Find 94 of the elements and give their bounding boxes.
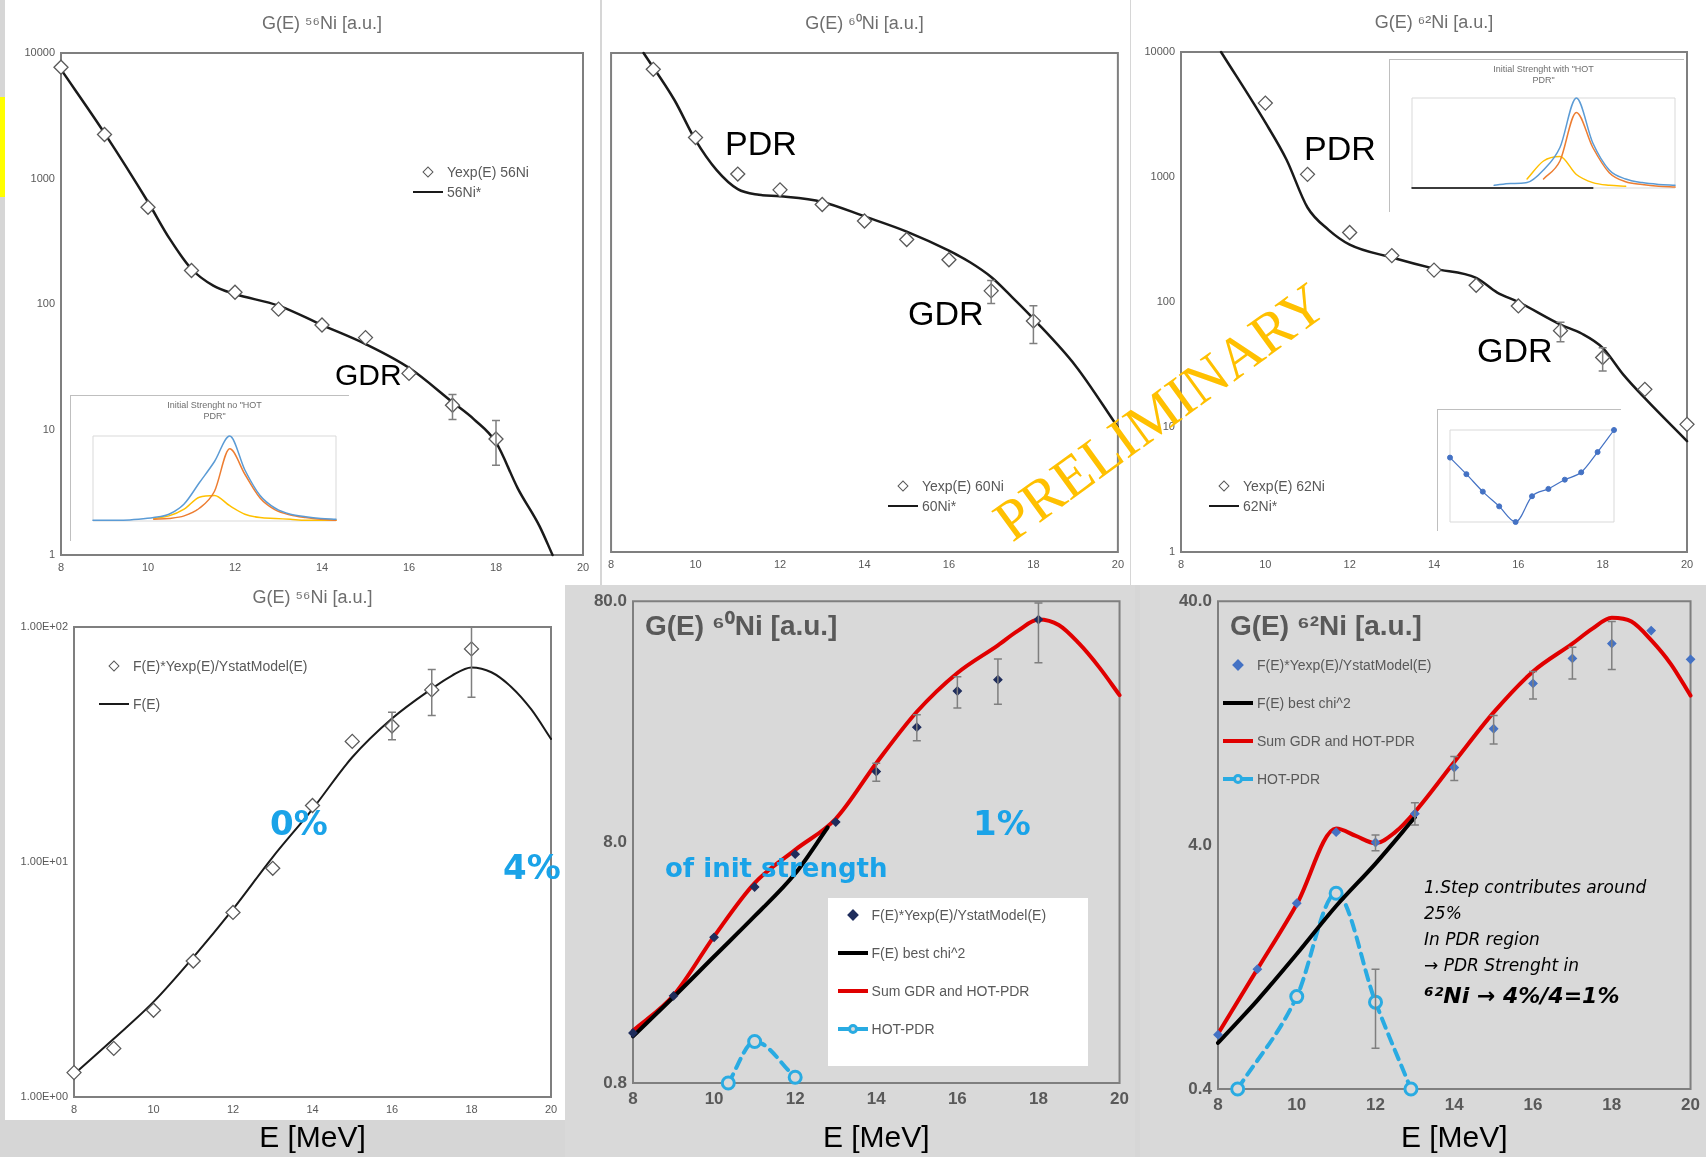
x-tick-label: 14: [866, 1088, 887, 1108]
x-tick-label: 16: [947, 1088, 967, 1108]
x-axis-title: E [MeV]: [259, 1120, 366, 1154]
legend-label: F(E): [133, 695, 161, 713]
annotation: GDR: [1477, 331, 1553, 370]
chart-title: G(E) ⁶⁰Ni [a.u.]: [805, 12, 924, 33]
x-tick-label: 8: [1213, 1094, 1223, 1114]
legend-label: HOT-PDR: [871, 1020, 935, 1038]
x-tick-label: 12: [1366, 1094, 1385, 1114]
annotation: ⁶²Ni → 4%/4=1%: [1424, 983, 1620, 1008]
x-tick-label: 18: [1596, 557, 1609, 570]
x-tick-label: 20: [544, 1102, 558, 1115]
x-tick-label: 10: [147, 1102, 160, 1115]
x-tick-label: 12: [226, 1102, 240, 1115]
y-tick-label: 1: [1168, 545, 1175, 558]
y-tick-label: 1: [48, 548, 55, 561]
chart-title: G(E) ⁶²Ni [a.u.]: [1230, 609, 1422, 641]
x-tick-label: 10: [689, 557, 702, 570]
legend-label: F(E)*Yexp(E)/YstatModel(E): [133, 657, 308, 675]
x-tick-label: 16: [402, 560, 416, 573]
y-tick-label: 4.0: [1188, 834, 1212, 854]
annotation: PDR: [1304, 129, 1376, 168]
legend-label: 56Ni*: [447, 183, 482, 201]
x-tick-label: 8: [57, 560, 65, 573]
legend-label: 60Ni*: [921, 497, 957, 515]
legend-label: F(E) best chi^2: [1257, 694, 1351, 713]
y-tick-label: 80.0: [593, 590, 627, 610]
x-tick-label: 12: [773, 557, 787, 570]
annotation: 1%: [973, 803, 1031, 843]
x-tick-label: 8: [70, 1102, 78, 1115]
annotation: 1.Step contributes around: [1424, 877, 1647, 897]
x-tick-label: 18: [1028, 1088, 1048, 1108]
y-tick-label: 1.00E+01: [20, 855, 68, 868]
x-tick-label: 10: [1287, 1094, 1307, 1114]
y-tick-label: 8.0: [603, 831, 627, 851]
x-tick-label: 20: [576, 560, 590, 573]
y-tick-label: 0.4: [1188, 1078, 1213, 1098]
x-axis-title: E [MeV]: [822, 1120, 930, 1154]
annotation: GDR: [908, 294, 984, 333]
annotation: In PDR region: [1424, 929, 1540, 949]
x-tick-label: 16: [1523, 1094, 1543, 1114]
annotation: 25%: [1424, 903, 1462, 923]
y-tick-label: 0.8: [603, 1072, 627, 1092]
y-tick-label: 1.00E+02: [20, 620, 68, 633]
x-tick-label: 20: [1680, 557, 1694, 570]
y-tick-label: 10000: [24, 46, 55, 59]
x-tick-label: 18: [465, 1102, 478, 1115]
x-tick-label: 14: [1427, 557, 1441, 570]
x-tick-label: 18: [1602, 1094, 1622, 1114]
x-tick-label: 14: [315, 560, 329, 573]
x-tick-label: 8: [628, 1088, 638, 1108]
x-tick-label: 8: [1177, 557, 1185, 570]
legend-label: HOT-PDR: [1257, 770, 1320, 789]
x-tick-label: 16: [942, 557, 956, 570]
chart-title: Initial Strenght no "HOT PDR": [167, 399, 263, 421]
y-tick-label: 10000: [1144, 45, 1175, 58]
x-tick-label: 20: [1681, 1094, 1701, 1114]
x-axis-title: E [MeV]: [1400, 1120, 1508, 1154]
x-tick-label: 8: [608, 557, 615, 570]
legend-label: F(E)*Yexp(E)/YstatModel(E): [1257, 656, 1432, 675]
annotation: GDR: [335, 358, 402, 392]
legend-label: Sum GDR and HOT-PDR: [1257, 732, 1415, 751]
x-tick-label: 14: [306, 1102, 319, 1115]
legend-label: Yexp(E) 56Ni: [447, 163, 529, 181]
y-tick-label: 1000: [30, 171, 55, 184]
x-tick-label: 12: [228, 560, 242, 573]
legend-label: F(E)*Yexp(E)/YstatModel(E): [871, 906, 1047, 924]
x-tick-label: 10: [1259, 557, 1272, 570]
x-tick-label: 18: [1027, 557, 1040, 570]
y-tick-label: 40.0: [1178, 590, 1212, 610]
chart-title: G(E) ⁵⁶Ni [a.u.]: [252, 586, 373, 607]
chart-title: Initial Strenght with "HOT PDR": [1493, 63, 1595, 85]
legend-label: Sum GDR and HOT-PDR: [871, 982, 1030, 1000]
chart-title: G(E) ⁶⁰Ni [a.u.]: [645, 609, 838, 641]
annotation: PDR: [725, 124, 797, 163]
x-tick-label: 18: [489, 560, 503, 573]
x-tick-label: 20: [1110, 1088, 1130, 1108]
annotation: → PDR Strenght in: [1424, 955, 1580, 975]
y-tick-label: 1000: [1150, 170, 1175, 183]
x-tick-label: 20: [1111, 557, 1125, 570]
x-tick-label: 14: [858, 557, 871, 570]
x-tick-label: 12: [785, 1088, 805, 1108]
x-tick-label: 16: [1512, 557, 1525, 570]
y-tick-label: 1.00E+00: [20, 1090, 68, 1103]
x-tick-label: 10: [141, 560, 155, 573]
x-tick-label: 12: [1343, 557, 1356, 570]
y-tick-label: 100: [36, 297, 55, 310]
chart-title: G(E) ⁵⁶Ni [a.u.]: [262, 12, 382, 33]
legend-label: F(E) best chi^2: [871, 944, 966, 962]
x-tick-label: 14: [1444, 1094, 1465, 1114]
y-tick-label: 10: [42, 422, 55, 435]
x-tick-label: 16: [385, 1102, 399, 1115]
x-tick-label: 10: [704, 1088, 724, 1108]
chart-title: G(E) ⁶²Ni [a.u.]: [1374, 11, 1494, 32]
